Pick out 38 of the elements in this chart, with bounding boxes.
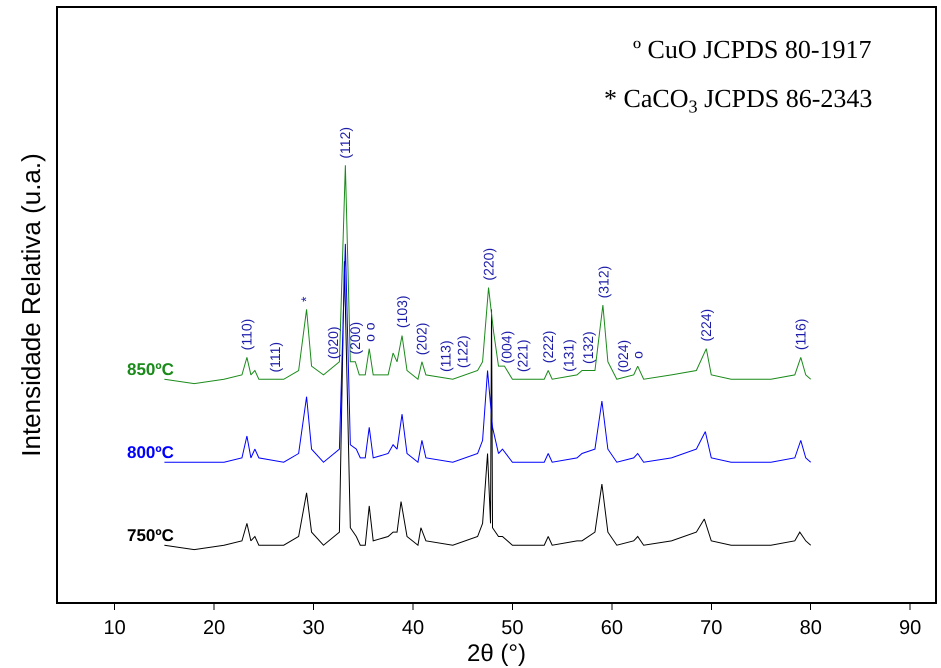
annotation: (312) <box>595 266 612 298</box>
x-tick-label: 30 <box>302 617 325 639</box>
x-axis-title: 2θ (°) <box>467 640 526 667</box>
annotation: (202) <box>414 322 430 356</box>
annotation: (122) <box>454 335 470 368</box>
annotation: (103) <box>394 295 410 328</box>
x-tick-label: 40 <box>402 617 424 639</box>
x-tick-label: 80 <box>800 617 822 639</box>
annotation: (132) <box>580 331 596 364</box>
x-tick-label: 60 <box>600 617 623 639</box>
series-label: 750ºC <box>127 526 174 545</box>
annotation: (116) <box>792 318 808 350</box>
annotation: (113) <box>438 340 454 372</box>
annotation: o <box>630 350 646 359</box>
text: º CuO JCPDS 80-1917 <box>633 35 872 64</box>
y-axis-title: Intensidade Relativa (u.a.) <box>16 153 46 457</box>
annotation: (112) <box>337 126 354 159</box>
annotation: (111) <box>267 342 284 373</box>
annotation: * <box>298 296 314 302</box>
annotation: (020) <box>324 326 341 360</box>
annotation: (220) <box>480 248 497 281</box>
x-tick-label: 90 <box>899 617 922 639</box>
series-label: 850ºC <box>127 360 174 379</box>
annotation: (200) <box>347 322 364 355</box>
annotation: (221) <box>514 339 531 372</box>
x-tick-label: 50 <box>501 617 524 639</box>
annotation: (110) <box>238 318 255 350</box>
x-tick-label: 10 <box>104 617 126 639</box>
series-label: 800ºC <box>127 443 174 462</box>
x-tick-label: 70 <box>700 617 722 639</box>
annotation: (004) <box>498 330 514 364</box>
annotation: o o <box>362 322 378 342</box>
annotation: (224) <box>698 308 714 342</box>
annotation: (222) <box>540 330 556 364</box>
x-tick-label: 20 <box>202 617 226 639</box>
text: * CaCO$_{3}$ JCPDS 86-2343 <box>604 84 872 116</box>
annotation: (131) <box>560 339 576 372</box>
annotation: (024) <box>615 340 632 373</box>
